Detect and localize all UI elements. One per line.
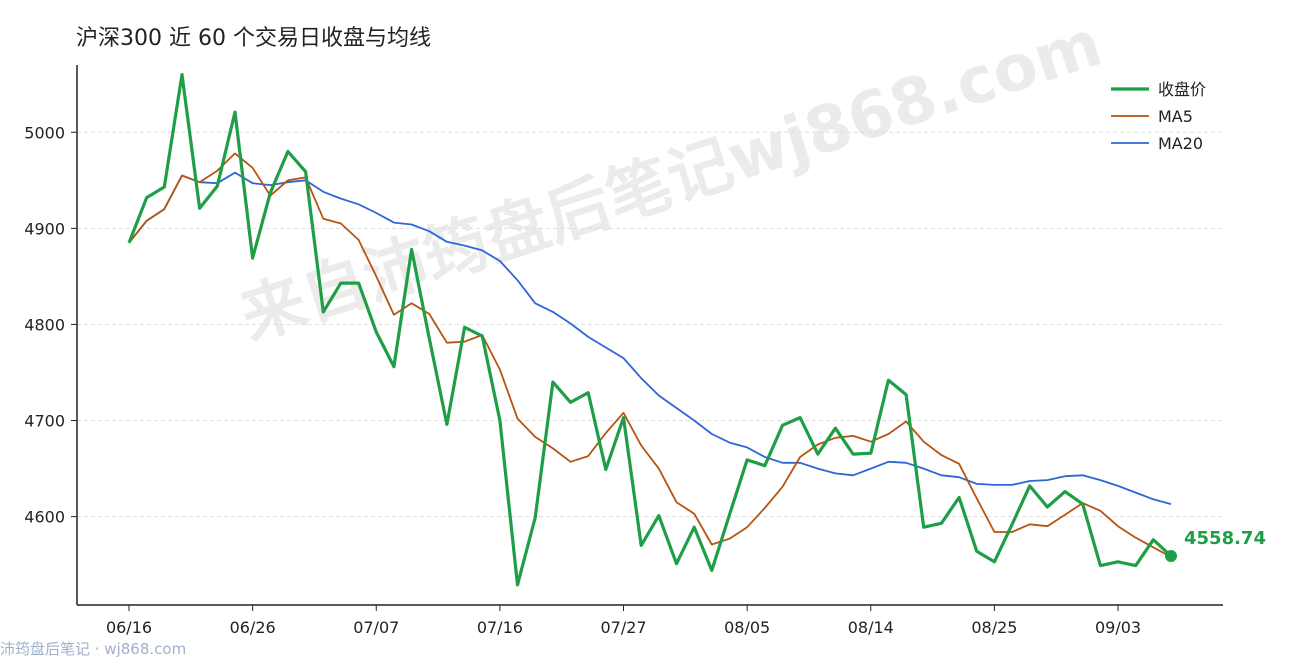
legend-label: 收盘价 (1158, 80, 1206, 99)
x-tick-label: 06/26 (230, 618, 276, 637)
x-tick-label: 08/14 (848, 618, 894, 637)
chart-title: 沪深300 近 60 个交易日收盘与均线 (76, 26, 431, 51)
y-tick-label: 4900 (24, 219, 65, 238)
x-tick-label: 06/16 (106, 618, 152, 637)
watermark: 来自沛筠盘后笔记wj868.com (232, 7, 1110, 355)
y-tick-label: 4600 (24, 508, 65, 527)
y-tick-label: 4800 (24, 315, 65, 334)
last-point-marker (1165, 549, 1177, 562)
x-tick-label: 07/27 (600, 618, 646, 637)
series-ma5-line (128, 152, 1172, 558)
footer-credit: 沛筠盘后笔记 · wj868.com (0, 640, 187, 658)
grid-layer (77, 131, 1223, 518)
y-tick-label: 5000 (24, 123, 65, 142)
series-ma20-line (128, 171, 1172, 505)
legend: 收盘价 MA5 MA20 (1111, 80, 1206, 153)
legend-label: MA20 (1158, 134, 1203, 153)
x-tick-label: 09/03 (1095, 618, 1141, 637)
series-close-line (127, 73, 1173, 587)
x-tick-label: 08/05 (724, 618, 770, 637)
x-tick-label: 08/25 (971, 618, 1017, 637)
x-tick-label: 07/07 (353, 618, 399, 637)
legend-label: MA5 (1158, 107, 1193, 126)
last-value-label: 4558.74 (1184, 528, 1266, 549)
y-tick-label: 4700 (24, 412, 65, 431)
x-tick-label: 07/16 (477, 618, 523, 637)
series-layer: 4558.74 (127, 73, 1266, 587)
axis-layer: 4600 4700 4800 4900 5000 06/16 06/26 07/07 07/16… (24, 65, 1223, 637)
